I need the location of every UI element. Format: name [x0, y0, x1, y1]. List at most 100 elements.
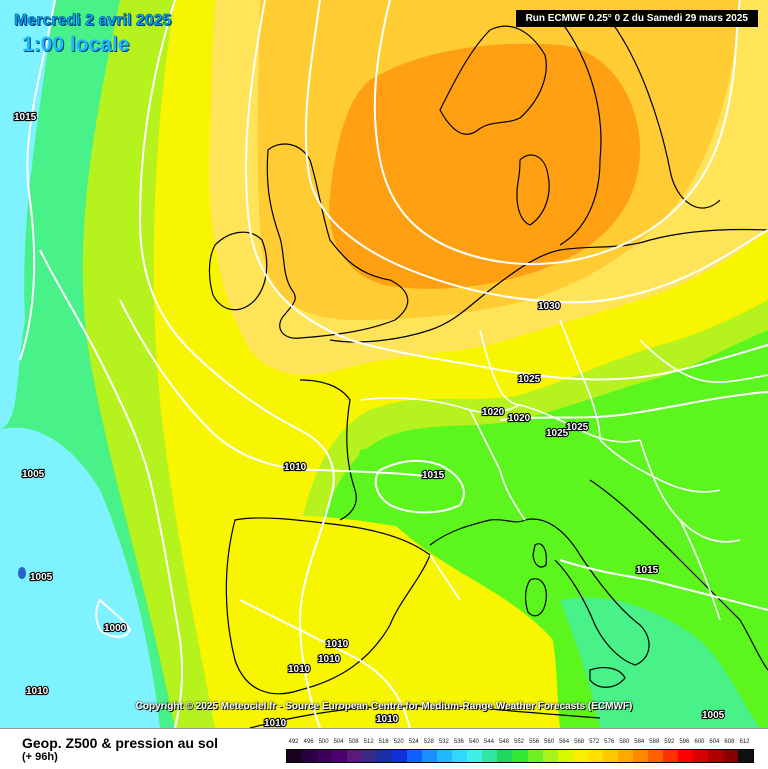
isobar-labels: 1015 1030 1025 1020 1020 1025 1025 1010 …	[13, 111, 726, 728]
isobar-label: 1020	[482, 407, 505, 418]
isobar-label: 1025	[546, 428, 569, 439]
scale-tick-label: 588	[649, 739, 660, 745]
geopotential-band-cyan	[0, 0, 55, 430]
isobar-1020-west	[138, 0, 335, 728]
isobar-label: 1005	[30, 572, 53, 583]
coast-sweden-finland	[559, 19, 721, 246]
isobar-label: 1010	[318, 654, 341, 665]
coast-balkans	[589, 479, 768, 671]
isobar-1025	[245, 0, 768, 381]
coast-denmark	[516, 154, 550, 226]
scale-swatch	[707, 750, 723, 762]
scale-swatch	[377, 750, 393, 762]
scale-tick-label: 536	[453, 739, 464, 745]
geopotential-band-teal-med	[560, 597, 760, 728]
scale-swatch	[737, 750, 753, 762]
product-title: Geop. Z500 & pression au sol	[22, 735, 219, 751]
scale-swatch	[317, 750, 333, 762]
scale-tick-label: 504	[333, 739, 344, 745]
borders	[359, 319, 768, 621]
scale-swatch	[302, 750, 318, 762]
scale-tick-label: 568	[574, 739, 585, 745]
isobar-label: 1025	[566, 422, 589, 433]
forecast-range: (+ 96h)	[22, 751, 58, 763]
scale-swatch	[392, 750, 408, 762]
isobar-label: 1015	[636, 565, 659, 576]
isobar-label: 1005	[22, 469, 45, 480]
forecast-date: Mercredi 2 avril 2025	[14, 12, 172, 30]
scale-swatch	[422, 750, 438, 762]
isobar-1015-west	[19, 0, 56, 361]
scale-tick-label: 552	[513, 739, 525, 745]
forecast-local-time: 1:00 locale	[22, 33, 130, 56]
copyright-notice: Copyright © 2025 Meteociel.fr - Source E…	[135, 701, 633, 712]
scale-tick-label: 596	[679, 739, 690, 745]
isobar-1010-mid	[119, 299, 441, 479]
scale-tick-label: 576	[604, 739, 615, 745]
isobar-1035	[373, 0, 741, 266]
scale-swatch	[542, 750, 558, 762]
isobar-1005-west	[39, 249, 184, 728]
scale-swatch	[482, 750, 498, 762]
isobar-label: 1025	[518, 374, 541, 385]
scale-swatch	[362, 750, 378, 762]
scale-swatch	[587, 750, 603, 762]
scale-swatch	[407, 750, 423, 762]
scale-swatch	[602, 750, 618, 762]
scale-tick-label: 496	[303, 739, 314, 745]
isobar-1015-med	[559, 559, 768, 611]
scale-swatch	[332, 750, 348, 762]
scale-tick-label: 580	[619, 739, 630, 745]
coast-france-west	[299, 379, 357, 521]
scale-tick-label: 544	[483, 739, 494, 745]
scale-tick-label: 520	[393, 739, 404, 745]
lake-feature	[18, 567, 26, 579]
color-scale-bar	[286, 749, 754, 763]
scale-tick-label: 572	[589, 739, 600, 745]
color-scale-ticks: 492 496 500 504 508 512 516 520 524 528 532 536 540 5…	[286, 739, 752, 747]
coast-iberia	[225, 517, 431, 695]
scale-swatch	[692, 750, 708, 762]
scale-swatch	[437, 750, 453, 762]
scale-tick-label: 516	[378, 739, 389, 745]
coast-north-africa	[249, 705, 601, 728]
scale-tick-label: 528	[423, 739, 434, 745]
scale-tick-label: 592	[664, 739, 675, 745]
scale-tick-label: 612	[739, 739, 750, 745]
isobar-1020-east	[499, 391, 768, 421]
isobar-1010-iberia	[239, 599, 411, 728]
legend-footer: Geop. Z500 & pression au sol (+ 96h) 492…	[0, 728, 768, 769]
scale-tick-label: 560	[544, 739, 555, 745]
isobar-1000	[95, 598, 132, 638]
scale-swatch	[452, 750, 468, 762]
isobar-label: 1010	[288, 664, 311, 675]
scale-tick-label: 556	[529, 739, 540, 745]
coast-france-south	[429, 519, 526, 546]
isobar-label: 1030	[538, 301, 561, 312]
isobar-label: 1000	[104, 623, 127, 634]
scale-swatch	[497, 750, 513, 762]
scale-tick-label: 524	[408, 739, 419, 745]
scale-tick-label: 564	[559, 739, 570, 745]
scale-swatch	[347, 750, 363, 762]
isobar-label: 1020	[508, 413, 531, 424]
geopotential-band-cyan-south	[0, 427, 160, 728]
isobar-label: 1015	[14, 112, 37, 123]
scale-swatch	[617, 750, 633, 762]
weather-map: 1015 1030 1025 1020 1020 1025 1025 1010 …	[0, 0, 768, 728]
scale-tick-label: 512	[363, 739, 374, 745]
isobar-1030	[304, 0, 768, 304]
coast-norway	[439, 25, 547, 135]
scale-swatch	[527, 750, 543, 762]
scale-swatch	[572, 750, 588, 762]
scale-tick-label: 540	[468, 739, 479, 745]
isobar-label: 1005	[702, 710, 725, 721]
scale-swatch	[722, 750, 738, 762]
geopotential-band-orange	[329, 43, 640, 289]
isobar-label: 1010	[326, 639, 349, 650]
scale-tick-label: 584	[634, 739, 645, 745]
scale-swatch	[662, 750, 678, 762]
model-run-label: Run ECMWF 0.25° 0 Z du Samedi 29 mars 20…	[515, 10, 758, 27]
scale-swatch	[647, 750, 663, 762]
isobar-label: 1010	[26, 686, 49, 697]
